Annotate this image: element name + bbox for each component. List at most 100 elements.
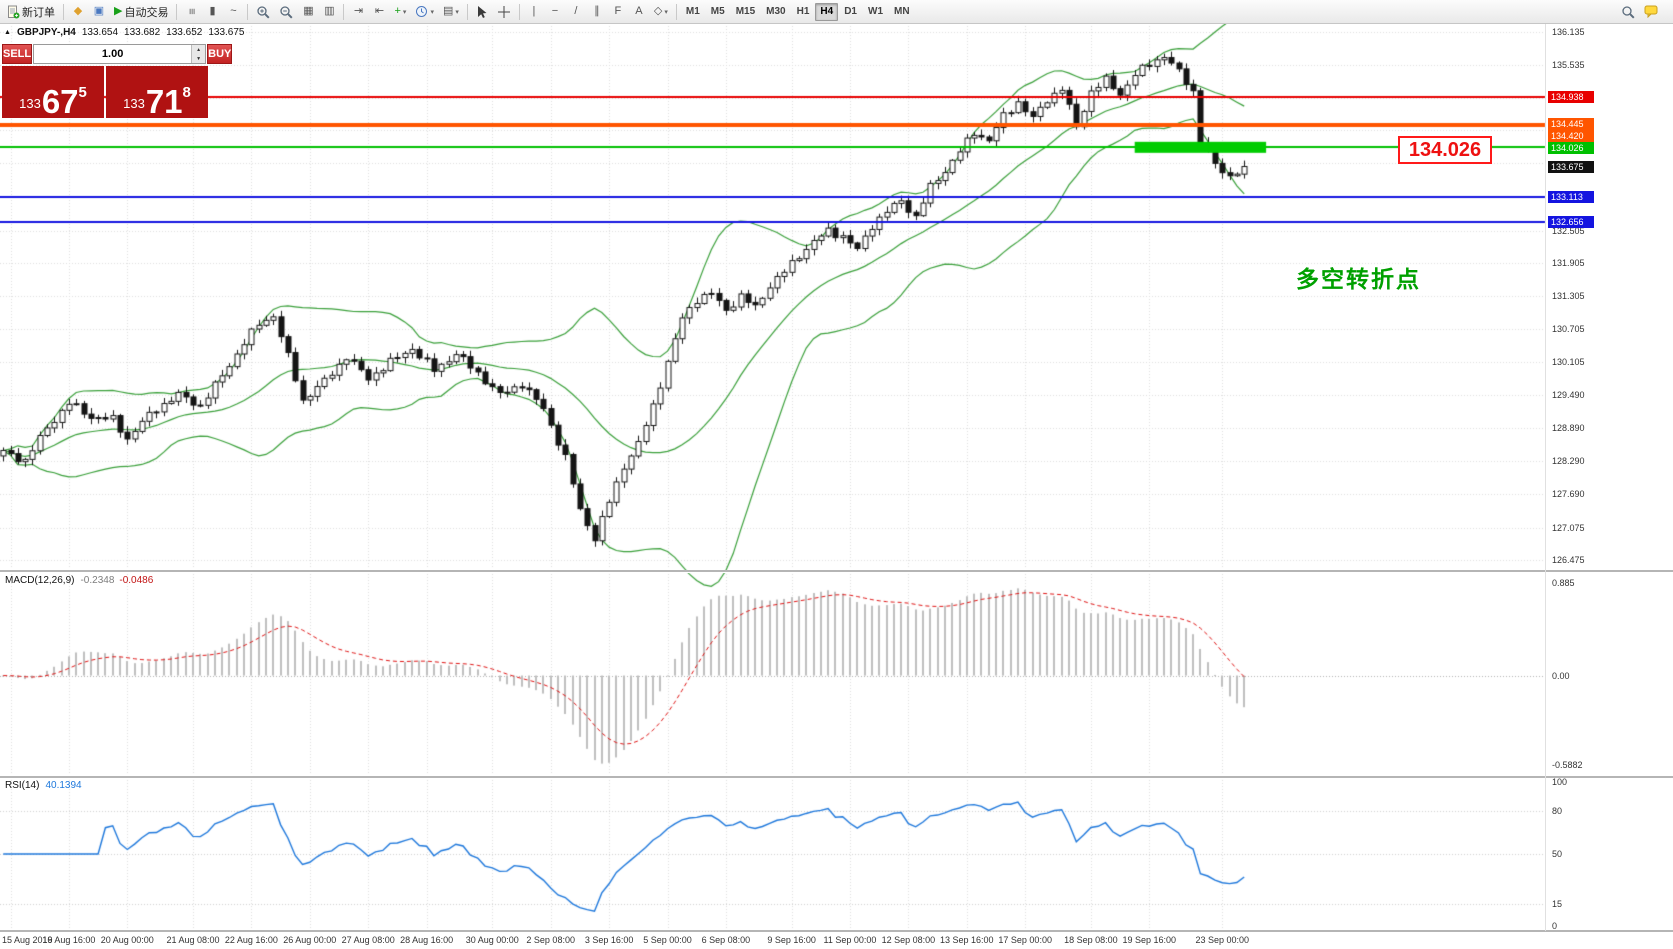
text-button[interactable]: A [629, 2, 649, 22]
macd-indicator-label: MACD(12,26,9) -0.2348 -0.0486 [5, 575, 153, 586]
volume-spinner: ▲ ▼ [191, 45, 206, 63]
timeframe-m5-button[interactable]: M5 [706, 3, 730, 21]
crosshair-icon [497, 5, 511, 19]
profiles-button[interactable]: ▣ [89, 2, 109, 22]
time-tick-label: 28 Aug 16:00 [400, 935, 454, 945]
candlestick-chart-button[interactable]: ▮ [202, 2, 222, 22]
ask-prefix: 133 [123, 96, 145, 111]
macd-signal-value: -0.0486 [119, 575, 154, 586]
macd-name: MACD(12,26,9) [5, 575, 75, 586]
autotrading-label: 自动交易 [124, 6, 169, 19]
line-chart-button[interactable]: ~ [223, 2, 243, 22]
templates-icon: ▤ [442, 5, 454, 17]
price-chart-canvas[interactable] [0, 24, 1673, 949]
sell-button[interactable]: SELL [2, 44, 33, 64]
timeframe-d1-button[interactable]: D1 [839, 3, 862, 21]
volume-increase-button[interactable]: ▲ [192, 45, 206, 54]
cursor-button[interactable] [472, 2, 492, 22]
bid-prefix: 133 [19, 96, 41, 111]
metaeditor-button[interactable]: ◆ [68, 2, 88, 22]
price-axis[interactable]: 136.135 135.535 132.505 131.905 131.305 130.7… [1545, 24, 1673, 931]
community-button[interactable] [1640, 2, 1662, 22]
rsi-axis-label: 50 [1552, 849, 1563, 859]
volume-input[interactable] [34, 45, 192, 63]
vertical-line-button[interactable]: | [524, 2, 544, 22]
ask-pip: 8 [182, 84, 191, 101]
line-chart-icon: ~ [230, 5, 237, 17]
ask-price-button[interactable]: 133 71 8 [106, 66, 208, 118]
time-axis-splitter[interactable] [0, 930, 1673, 933]
annotation-text[interactable]: 多空转折点 [1296, 266, 1421, 292]
time-tick-label: 26 Aug 00:00 [283, 935, 337, 945]
time-tick-label: 30 Aug 00:00 [465, 935, 519, 945]
toolbar-separator [343, 3, 345, 20]
price-callout-label[interactable]: 134.026 [1398, 136, 1492, 164]
tile-windows-button[interactable]: ▥ [319, 2, 339, 22]
bar-chart-icon: ≡ [185, 8, 198, 15]
chart-window: ▲ GBPJPY-,H4 133.654 133.682 133.652 133… [0, 24, 1673, 949]
one-click-collapse-icon[interactable]: ▲ [4, 29, 11, 36]
zoom-out-button[interactable] [275, 2, 297, 22]
zoom-in-button[interactable] [252, 2, 274, 22]
price-tick-label: 128.890 [1552, 423, 1585, 434]
timeframe-m1-button[interactable]: M1 [681, 3, 705, 21]
autotrading-button[interactable]: ▶ 自动交易 [110, 2, 172, 22]
time-tick-label: 5 Sep 00:00 [643, 935, 692, 945]
high-value: 133.682 [124, 27, 161, 38]
price-level-badge: 132.656 [1548, 216, 1594, 229]
new-order-label: 新订单 [22, 6, 55, 19]
open-value: 133.654 [81, 27, 119, 38]
timeframe-h4-button[interactable]: H4 [815, 2, 839, 21]
timeframe-toolbar: M1 M5 M15 M30 H1 H4 D1 W1 MN [681, 2, 915, 21]
toolbar: 新订单 ◆ ▣ ▶ 自动交易 ≡ ▮ ~ ▦ ▥ ⇥ ⇤ + ▾ ▾ ▤ ▾ | − / ∥ F A ◇ ▾ M1 M5 M15 M3… [0, 0, 1673, 24]
time-tick-label: 18 Sep 08:00 [1064, 935, 1118, 945]
time-tick-label: 15 Aug 2019 [2, 935, 53, 945]
timeframe-m30-button[interactable]: M30 [761, 3, 790, 21]
search-button[interactable] [1617, 2, 1639, 22]
autotrading-icon: ▶ [114, 5, 123, 17]
macd-main-value: -0.2348 [80, 575, 115, 586]
bar-chart-button[interactable]: ≡ [181, 2, 201, 22]
time-axis[interactable]: 15 Aug 2019 16 Aug 16:00 20 Aug 00:00 21 Au… [0, 932, 1545, 949]
bid-price-button[interactable]: 133 67 5 [2, 66, 104, 118]
new-order-button[interactable]: 新订单 [3, 2, 59, 22]
price-level-badge: 134.938 [1548, 91, 1594, 104]
bid-main: 67 [41, 83, 79, 120]
dropdown-arrow-icon: ▾ [455, 8, 459, 16]
grid-button[interactable]: ▦ [298, 2, 318, 22]
macd-axis-label: 0.885 [1552, 578, 1575, 588]
rsi-value: 40.1394 [45, 780, 82, 791]
volume-decrease-button[interactable]: ▼ [192, 54, 206, 63]
auto-scroll-button[interactable]: ⇥ [348, 2, 368, 22]
timeframe-h1-button[interactable]: H1 [792, 3, 815, 21]
equidistant-channel-button[interactable]: ∥ [587, 2, 607, 22]
buy-button[interactable]: BUY [207, 44, 233, 64]
price-tick-label: 131.305 [1552, 291, 1585, 302]
toolbar-main-group: 新订单 ◆ ▣ ▶ 自动交易 ≡ ▮ ~ ▦ ▥ ⇥ ⇤ + ▾ ▾ ▤ ▾ | − / ∥ F A ◇ ▾ [3, 2, 680, 22]
time-tick-label: 27 Aug 08:00 [341, 935, 395, 945]
fibonacci-button[interactable]: F [608, 2, 628, 22]
timeframe-mn-button[interactable]: MN [889, 3, 915, 21]
equidistant-channel-icon: ∥ [594, 5, 600, 17]
indicators-button[interactable]: + ▾ [390, 2, 410, 22]
price-tick-label: 136.135 [1552, 26, 1585, 37]
crosshair-button[interactable] [493, 2, 515, 22]
timeframe-m15-button[interactable]: M15 [731, 3, 760, 21]
time-tick-label: 9 Sep 16:00 [767, 935, 816, 945]
chart-shift-button[interactable]: ⇤ [369, 2, 389, 22]
trendline-button[interactable]: / [566, 2, 586, 22]
symbol-info: ▲ GBPJPY-,H4 133.654 133.682 133.652 133… [4, 27, 244, 38]
shapes-button[interactable]: ◇ ▾ [650, 2, 672, 22]
periods-button[interactable]: ▾ [411, 2, 438, 22]
templates-button[interactable]: ▤ ▾ [439, 2, 463, 22]
timeframe-w1-button[interactable]: W1 [863, 3, 888, 21]
rsi-panel-splitter[interactable] [0, 776, 1673, 779]
macd-panel-splitter[interactable] [0, 570, 1673, 573]
rsi-axis-label: 15 [1552, 899, 1563, 910]
time-tick-label: 16 Aug 16:00 [42, 935, 96, 945]
time-tick-label: 19 Sep 16:00 [1122, 935, 1177, 945]
profiles-icon: ▣ [93, 5, 105, 17]
horizontal-line-button[interactable]: − [545, 2, 565, 22]
dropdown-arrow-icon: ▾ [664, 8, 668, 16]
